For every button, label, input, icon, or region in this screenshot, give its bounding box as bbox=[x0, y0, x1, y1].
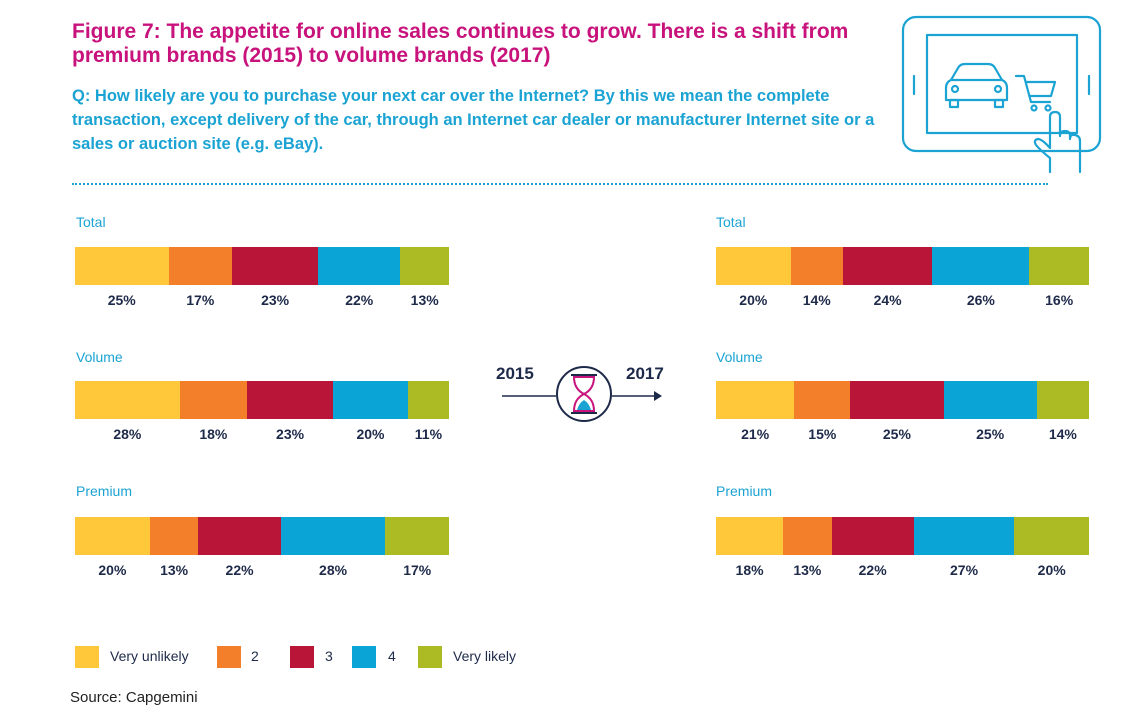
bar-segment-volume-2-2015 bbox=[179, 381, 248, 419]
pct-label-premium-very-likely-2015: 17% bbox=[403, 562, 432, 578]
bar-segment-total-very-unlikely-2017 bbox=[716, 247, 791, 285]
stacked-bar-total-2017 bbox=[716, 247, 1089, 285]
stacked-bar-volume-2017 bbox=[716, 381, 1089, 419]
pct-label-premium-4-2015: 28% bbox=[319, 562, 348, 578]
pct-label-volume-2-2017: 15% bbox=[808, 426, 837, 442]
pct-label-premium-2-2015: 13% bbox=[160, 562, 189, 578]
group-label-premium-2015: Premium bbox=[76, 483, 133, 499]
bar-segment-premium-very-likely-2017 bbox=[1014, 517, 1089, 555]
pct-label-volume-very-likely-2017: 14% bbox=[1048, 426, 1077, 442]
bar-segment-volume-4-2017 bbox=[943, 381, 1037, 419]
legend-swatch-4 bbox=[352, 646, 376, 668]
bar-segment-total-very-likely-2015 bbox=[400, 247, 449, 285]
pct-label-premium-very-likely-2017: 20% bbox=[1037, 562, 1066, 578]
legend-swatch-2 bbox=[217, 646, 241, 668]
stacked-bar-volume-2015 bbox=[75, 381, 449, 419]
bar-segment-volume-4-2015 bbox=[333, 381, 408, 419]
pct-label-total-2-2017: 14% bbox=[802, 292, 831, 308]
pct-label-volume-3-2017: 25% bbox=[882, 426, 911, 442]
pct-label-premium-3-2015: 22% bbox=[225, 562, 254, 578]
pct-label-total-4-2015: 22% bbox=[345, 292, 374, 308]
bar-segment-total-4-2015 bbox=[318, 247, 401, 285]
pct-label-total-very-unlikely-2017: 20% bbox=[739, 292, 768, 308]
pct-label-total-3-2015: 23% bbox=[261, 292, 290, 308]
group-label-volume-2015: Volume bbox=[76, 349, 123, 365]
legend-label-4: 4 bbox=[388, 648, 396, 664]
stacked-bar-premium-2015 bbox=[75, 517, 449, 555]
bar-segment-volume-very-unlikely-2015 bbox=[75, 381, 180, 419]
hourglass-transition-icon bbox=[502, 366, 662, 422]
pct-label-total-2-2015: 17% bbox=[186, 292, 215, 308]
group-label-total-2017: Total bbox=[716, 214, 746, 230]
bar-segment-volume-very-unlikely-2017 bbox=[716, 381, 795, 419]
pct-label-premium-very-unlikely-2017: 18% bbox=[735, 562, 764, 578]
pct-label-total-very-likely-2015: 13% bbox=[410, 292, 439, 308]
pct-label-premium-3-2017: 22% bbox=[858, 562, 887, 578]
survey-question: Q: How likely are you to purchase your n… bbox=[72, 87, 875, 153]
dotted-divider bbox=[72, 183, 1048, 185]
pct-label-volume-4-2017: 25% bbox=[976, 426, 1005, 442]
group-label-volume-2017: Volume bbox=[716, 349, 763, 365]
group-label-total-2015: Total bbox=[76, 214, 106, 230]
stacked-bar-total-2015 bbox=[75, 247, 449, 285]
pct-label-total-3-2017: 24% bbox=[873, 292, 902, 308]
pct-label-premium-4-2017: 27% bbox=[950, 562, 979, 578]
bar-segment-premium-3-2015 bbox=[198, 517, 281, 555]
bar-segment-volume-2-2017 bbox=[794, 381, 851, 419]
pct-label-total-very-likely-2017: 16% bbox=[1045, 292, 1074, 308]
bar-segment-premium-2-2017 bbox=[783, 517, 832, 555]
pct-label-volume-very-unlikely-2015: 28% bbox=[113, 426, 142, 442]
tablet-illustration-icon bbox=[901, 15, 1102, 174]
group-label-premium-2017: Premium bbox=[716, 483, 773, 499]
legend-label-2: 2 bbox=[251, 648, 259, 664]
bar-segment-total-2-2015 bbox=[168, 247, 233, 285]
bar-segment-total-4-2017 bbox=[932, 247, 1030, 285]
year-2017-label: 2017 bbox=[626, 364, 664, 383]
legend-label-very-unlikely: Very unlikely bbox=[110, 648, 189, 664]
bar-segment-premium-4-2017 bbox=[913, 517, 1015, 555]
bar-segment-total-very-unlikely-2015 bbox=[75, 247, 169, 285]
bar-segment-total-2-2017 bbox=[790, 247, 843, 285]
bar-segment-total-3-2015 bbox=[232, 247, 319, 285]
bar-segment-volume-very-likely-2017 bbox=[1036, 381, 1089, 419]
pct-label-volume-very-likely-2015: 11% bbox=[414, 426, 443, 442]
figure-title: Figure 7: The appetite for online sales … bbox=[72, 20, 849, 67]
source-note: Source: Capgemini bbox=[70, 689, 198, 706]
stacked-bar-premium-2017 bbox=[716, 517, 1089, 555]
bar-segment-premium-2-2015 bbox=[149, 517, 199, 555]
pct-label-total-very-unlikely-2015: 25% bbox=[107, 292, 136, 308]
legend-label-3: 3 bbox=[325, 648, 333, 664]
pct-label-premium-2-2017: 13% bbox=[793, 562, 822, 578]
year-2015-label: 2015 bbox=[496, 364, 534, 383]
bar-segment-volume-3-2017 bbox=[850, 381, 944, 419]
legend-swatch-very-unlikely bbox=[75, 646, 99, 668]
bar-segment-premium-very-unlikely-2017 bbox=[716, 517, 784, 555]
bar-segment-premium-4-2015 bbox=[280, 517, 386, 555]
pct-label-volume-2-2015: 18% bbox=[199, 426, 228, 442]
bar-segment-volume-3-2015 bbox=[247, 381, 334, 419]
pct-label-volume-4-2015: 20% bbox=[356, 426, 385, 442]
legend-swatch-3 bbox=[290, 646, 314, 668]
bar-segment-volume-very-likely-2015 bbox=[407, 381, 449, 419]
bar-segment-premium-3-2017 bbox=[831, 517, 914, 555]
bar-segment-premium-very-likely-2015 bbox=[385, 517, 449, 555]
pct-label-premium-very-unlikely-2015: 20% bbox=[98, 562, 127, 578]
legend-label-very-likely: Very likely bbox=[453, 648, 517, 664]
bar-segment-premium-very-unlikely-2015 bbox=[75, 517, 150, 555]
pct-label-total-4-2017: 26% bbox=[966, 292, 995, 308]
pct-label-volume-3-2015: 23% bbox=[276, 426, 305, 442]
bar-segment-total-3-2017 bbox=[842, 247, 933, 285]
bar-segment-total-very-likely-2017 bbox=[1029, 247, 1089, 285]
pct-label-volume-very-unlikely-2017: 21% bbox=[741, 426, 770, 442]
legend-swatch-very-likely bbox=[418, 646, 442, 668]
